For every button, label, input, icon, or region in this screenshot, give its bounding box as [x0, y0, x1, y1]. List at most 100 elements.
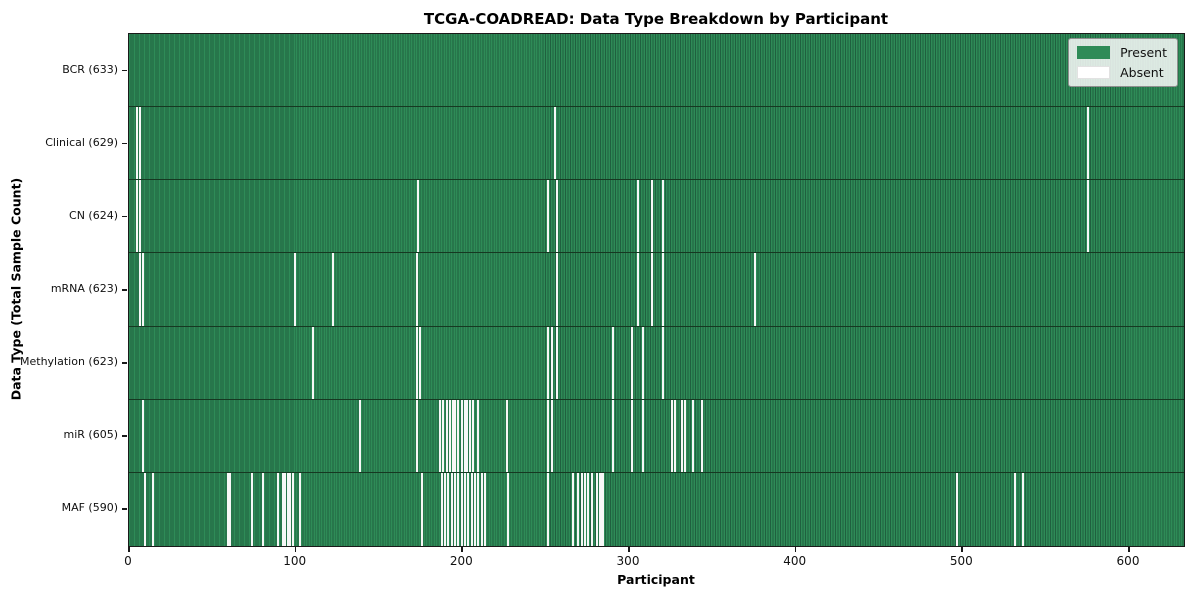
absent-stripe — [550, 326, 553, 399]
absent-stripe — [547, 326, 550, 399]
absent-stripe — [142, 253, 145, 326]
absent-stripe — [464, 472, 466, 546]
absent-stripe — [277, 472, 280, 546]
plot-area: Present Absent — [128, 33, 1185, 547]
absent-stripe — [600, 472, 603, 546]
absent-stripe — [547, 472, 550, 546]
absent-stripe — [547, 180, 550, 253]
absent-stripe — [650, 180, 653, 253]
absent-stripe — [599, 472, 601, 546]
absent-stripe — [415, 399, 418, 472]
absent-stripe — [630, 326, 633, 399]
x-tick-mark — [628, 546, 630, 552]
absent-stripe — [139, 253, 141, 326]
absent-stripe — [1022, 472, 1025, 546]
y-tick-mark — [122, 142, 127, 145]
absent-stripe — [484, 472, 486, 546]
absent-stripe — [442, 399, 445, 472]
absent-stripe — [587, 472, 590, 546]
absent-stripe — [227, 472, 230, 546]
y-tick-mark — [122, 435, 127, 437]
absent-stripe — [955, 472, 958, 546]
absent-stripe — [469, 399, 471, 472]
x-tick-label: 300 — [616, 554, 640, 568]
legend: Present Absent — [1068, 38, 1178, 87]
chart-title: TCGA-COADREAD: Data Type Breakdown by Pa… — [423, 10, 889, 28]
absent-stripe — [287, 472, 290, 546]
absent-stripe — [450, 472, 453, 546]
absent-stripe — [674, 399, 676, 472]
absent-stripe — [299, 472, 301, 546]
y-tick-mark — [122, 508, 127, 510]
legend-label-absent: Absent — [1120, 65, 1164, 80]
absent-stripe — [415, 326, 418, 399]
heatmap-row-clinical — [129, 107, 1184, 181]
heatmap-row-methylation — [129, 326, 1184, 400]
absent-stripe — [700, 399, 703, 472]
absent-stripe — [630, 399, 633, 472]
x-tick-label: 0 — [124, 554, 132, 568]
absent-stripe — [332, 253, 335, 326]
absent-stripe — [229, 472, 231, 546]
absent-stripe — [480, 472, 483, 546]
x-tick-mark — [461, 546, 463, 552]
absent-stripe — [474, 472, 476, 546]
y-tick-label: mRNA (623) — [50, 282, 118, 295]
absent-stripe — [612, 399, 615, 472]
absent-stripe — [754, 253, 756, 326]
y-tick-mark — [122, 362, 127, 364]
heatmap-row-bcr — [129, 34, 1184, 108]
absent-stripe — [457, 472, 460, 546]
absent-stripe — [650, 253, 653, 326]
absent-stripe — [444, 472, 446, 546]
legend-label-present: Present — [1120, 45, 1167, 60]
absent-stripe — [294, 253, 296, 326]
x-tick-mark — [1128, 546, 1130, 552]
x-tick-label: 100 — [283, 554, 307, 568]
absent-stripe — [612, 326, 615, 399]
absent-stripe — [602, 472, 605, 546]
heatmap-row-mir — [129, 399, 1184, 473]
absent-stripe — [547, 399, 550, 472]
x-tick-mark — [294, 546, 297, 552]
absent-stripe — [152, 472, 155, 546]
absent-stripe — [477, 472, 480, 546]
absent-stripe — [642, 399, 645, 472]
x-tick-mark — [128, 546, 130, 552]
y-tick-label: Methylation (623) — [20, 355, 118, 369]
absent-stripe — [555, 326, 558, 399]
absent-stripe — [420, 472, 423, 546]
y-tick-label: CN (624) — [69, 208, 118, 222]
absent-stripe — [417, 180, 420, 253]
absent-stripe — [449, 399, 451, 472]
absent-stripe — [477, 399, 480, 472]
absent-stripe — [692, 399, 695, 472]
absent-stripe — [590, 472, 593, 546]
y-tick-mark — [122, 289, 127, 291]
absent-stripe — [550, 399, 553, 472]
y-tick-mark — [122, 69, 127, 72]
y-tick-label: miR (605) — [63, 428, 119, 442]
absent-stripe — [670, 399, 673, 472]
absent-stripe — [637, 180, 640, 253]
absent-stripe — [454, 472, 456, 546]
absent-stripe — [577, 472, 580, 546]
legend-swatch-present-icon — [1077, 46, 1111, 59]
absent-stripe — [282, 472, 285, 546]
x-tick-mark — [961, 546, 963, 552]
absent-stripe — [465, 399, 468, 472]
absent-stripe — [419, 326, 421, 399]
absent-stripe — [262, 472, 265, 546]
x-tick-mark — [794, 546, 797, 552]
absent-stripe — [135, 180, 138, 253]
absent-stripe — [289, 472, 291, 546]
absent-stripe — [584, 472, 586, 546]
absent-stripe — [139, 107, 141, 180]
absent-stripe — [472, 399, 475, 472]
absent-stripe — [359, 399, 361, 472]
absent-stripe — [554, 107, 556, 180]
absent-stripe — [1087, 180, 1090, 253]
absent-stripe — [454, 399, 456, 472]
absent-stripe — [507, 472, 510, 546]
